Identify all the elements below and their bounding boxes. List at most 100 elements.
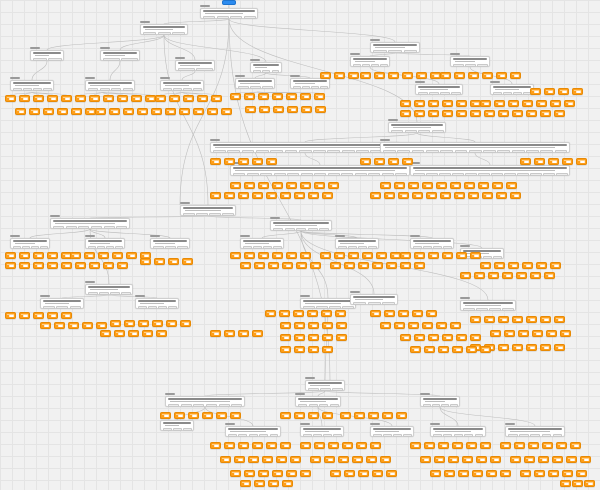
result-node[interactable] bbox=[408, 182, 419, 189]
result-action-button[interactable] bbox=[256, 445, 261, 447]
result-action-button[interactable] bbox=[386, 415, 391, 417]
result-action-button[interactable] bbox=[312, 195, 317, 197]
answer-option-button[interactable] bbox=[465, 64, 476, 67]
result-action-button[interactable] bbox=[470, 445, 475, 447]
result-node[interactable] bbox=[388, 158, 399, 165]
result-node[interactable] bbox=[273, 106, 284, 113]
answer-option-button[interactable] bbox=[332, 388, 343, 391]
result-node[interactable] bbox=[272, 252, 283, 259]
result-action-button[interactable] bbox=[446, 337, 451, 339]
result-node[interactable] bbox=[468, 192, 479, 199]
result-action-button[interactable] bbox=[220, 415, 225, 417]
result-action-button[interactable] bbox=[490, 473, 495, 475]
answer-option-button[interactable] bbox=[43, 88, 52, 91]
result-node[interactable] bbox=[336, 322, 347, 329]
question-node[interactable] bbox=[370, 42, 420, 53]
result-action-button[interactable] bbox=[540, 103, 545, 105]
result-action-button[interactable] bbox=[238, 459, 243, 461]
result-action-button[interactable] bbox=[454, 185, 459, 187]
result-node[interactable] bbox=[252, 442, 263, 449]
result-action-button[interactable] bbox=[326, 337, 331, 339]
result-node[interactable] bbox=[314, 93, 325, 100]
result-action-button[interactable] bbox=[252, 459, 257, 461]
question-node[interactable] bbox=[160, 420, 194, 431]
result-node[interactable] bbox=[287, 106, 298, 113]
result-node[interactable] bbox=[128, 330, 139, 337]
answer-option-button[interactable] bbox=[403, 50, 418, 53]
result-node[interactable] bbox=[47, 262, 58, 269]
result-node[interactable] bbox=[522, 262, 533, 269]
result-node[interactable] bbox=[554, 316, 565, 323]
answer-option-button[interactable] bbox=[403, 434, 412, 437]
result-node[interactable] bbox=[480, 262, 491, 269]
result-node[interactable] bbox=[314, 182, 325, 189]
result-action-button[interactable] bbox=[79, 265, 84, 267]
result-node[interactable] bbox=[300, 182, 311, 189]
result-node[interactable] bbox=[414, 252, 425, 259]
result-action-button[interactable] bbox=[484, 349, 489, 351]
result-node[interactable] bbox=[152, 320, 163, 327]
result-action-button[interactable] bbox=[160, 333, 165, 335]
question-node[interactable] bbox=[135, 298, 179, 309]
result-node[interactable] bbox=[155, 95, 166, 102]
answer-option-button[interactable] bbox=[429, 92, 439, 95]
answer-option-button[interactable] bbox=[53, 226, 65, 229]
question-node[interactable] bbox=[295, 396, 341, 407]
result-node[interactable] bbox=[210, 158, 221, 165]
result-node[interactable] bbox=[156, 330, 167, 337]
result-node[interactable] bbox=[168, 258, 179, 265]
result-node[interactable] bbox=[444, 470, 455, 477]
result-action-button[interactable] bbox=[248, 255, 253, 257]
answer-option-button[interactable] bbox=[320, 388, 331, 391]
answer-option-button[interactable] bbox=[348, 246, 357, 249]
answer-option-button[interactable] bbox=[196, 213, 208, 216]
answer-option-button[interactable] bbox=[241, 150, 255, 153]
result-node[interactable] bbox=[61, 262, 72, 269]
result-node[interactable] bbox=[518, 330, 529, 337]
result-node[interactable] bbox=[75, 262, 86, 269]
result-node[interactable] bbox=[548, 158, 559, 165]
result-action-button[interactable] bbox=[384, 325, 389, 327]
result-node[interactable] bbox=[308, 412, 319, 419]
result-node[interactable] bbox=[321, 310, 332, 317]
result-node[interactable] bbox=[492, 182, 503, 189]
answer-option-button[interactable] bbox=[216, 16, 229, 19]
answer-option-button[interactable] bbox=[508, 434, 518, 437]
result-action-button[interactable] bbox=[576, 483, 581, 485]
result-node[interactable] bbox=[342, 442, 353, 449]
result-action-button[interactable] bbox=[430, 313, 435, 315]
result-node[interactable] bbox=[224, 158, 235, 165]
result-node[interactable] bbox=[512, 316, 523, 323]
result-action-button[interactable] bbox=[284, 445, 289, 447]
result-node[interactable] bbox=[438, 346, 449, 353]
result-node[interactable] bbox=[424, 442, 435, 449]
result-action-button[interactable] bbox=[266, 459, 271, 461]
result-action-button[interactable] bbox=[442, 349, 447, 351]
result-action-button[interactable] bbox=[406, 161, 411, 163]
result-node[interactable] bbox=[370, 442, 381, 449]
result-node[interactable] bbox=[400, 110, 411, 117]
result-action-button[interactable] bbox=[424, 459, 429, 461]
result-action-button[interactable] bbox=[512, 103, 517, 105]
result-action-button[interactable] bbox=[476, 473, 481, 475]
result-action-button[interactable] bbox=[378, 75, 383, 77]
result-node[interactable] bbox=[322, 346, 333, 353]
result-node[interactable] bbox=[498, 110, 509, 117]
result-action-button[interactable] bbox=[121, 98, 126, 100]
result-action-button[interactable] bbox=[304, 445, 309, 447]
question-node[interactable] bbox=[140, 24, 188, 35]
answer-option-button[interactable] bbox=[373, 50, 387, 53]
answer-option-button[interactable] bbox=[31, 246, 39, 249]
result-node[interactable] bbox=[330, 262, 341, 269]
answer-option-button[interactable] bbox=[323, 434, 332, 437]
result-action-button[interactable] bbox=[468, 185, 473, 187]
result-node[interactable] bbox=[498, 316, 509, 323]
result-node[interactable] bbox=[448, 456, 459, 463]
result-action-button[interactable] bbox=[456, 445, 461, 447]
result-node[interactable] bbox=[352, 456, 363, 463]
result-action-button[interactable] bbox=[516, 347, 521, 349]
answer-option-button[interactable] bbox=[115, 246, 123, 249]
result-node[interactable] bbox=[254, 262, 265, 269]
result-action-button[interactable] bbox=[294, 459, 299, 461]
result-action-button[interactable] bbox=[304, 255, 309, 257]
